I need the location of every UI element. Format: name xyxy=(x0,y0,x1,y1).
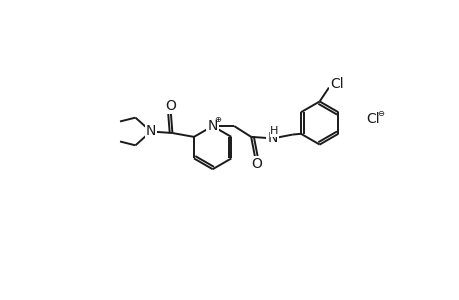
Text: Cl: Cl xyxy=(365,112,379,126)
Text: H: H xyxy=(269,127,278,136)
Text: ⊖: ⊖ xyxy=(376,109,383,118)
Text: N: N xyxy=(146,124,156,139)
Text: O: O xyxy=(251,157,262,171)
Text: ⊕: ⊕ xyxy=(214,116,221,124)
Text: N: N xyxy=(267,131,277,146)
Text: N: N xyxy=(207,119,218,133)
Text: O: O xyxy=(165,99,176,113)
Text: Cl: Cl xyxy=(329,77,343,91)
